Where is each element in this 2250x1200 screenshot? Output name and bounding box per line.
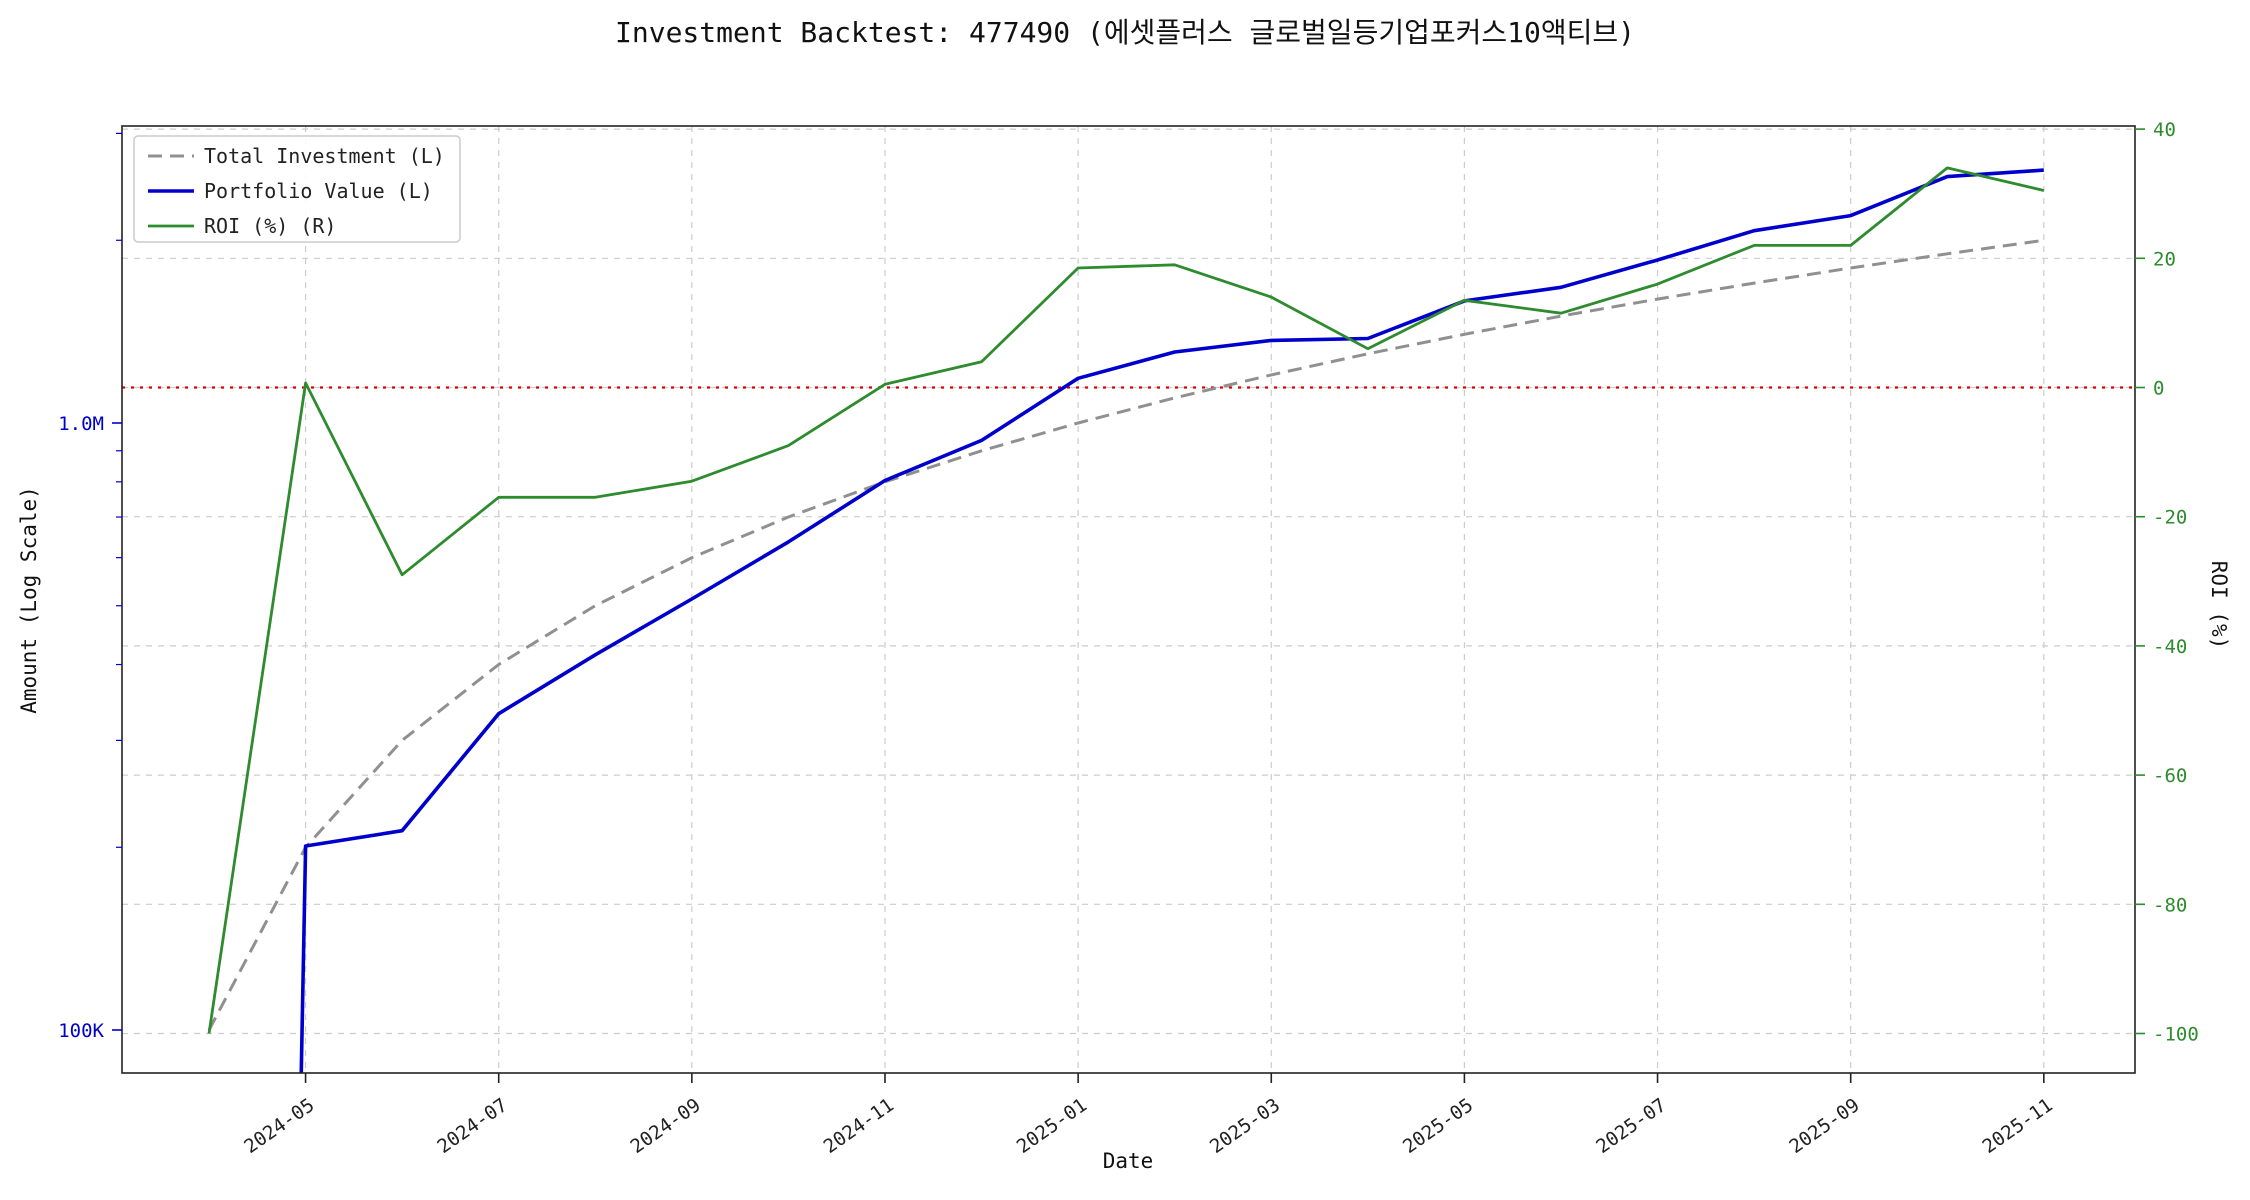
x-tick-label: 2025-05 xyxy=(1399,1094,1477,1158)
x-tick-label: 2025-01 xyxy=(1013,1094,1091,1158)
y-left-axis-label: Amount (Log Scale) xyxy=(17,486,41,714)
grid xyxy=(122,126,2135,1073)
x-axis-ticks: 2024-05 2024-07 2024-09 2024-11 2025-01 2025-… xyxy=(240,1073,2057,1158)
x-tick-label: 2025-03 xyxy=(1206,1094,1284,1158)
legend-label: Portfolio Value (L) xyxy=(204,179,433,203)
y-right-axis-label: ROI (%) xyxy=(2207,561,2231,650)
legend: Total Investment (L) Portfolio Value (L) R… xyxy=(133,135,461,243)
y-left-tick-label: 100K xyxy=(58,1020,104,1042)
total-investment-line xyxy=(207,238,2045,1031)
y-right-tick-label: -80 xyxy=(2153,894,2187,916)
roi-line xyxy=(207,166,2045,1034)
x-tick-label: 2024-09 xyxy=(627,1094,705,1158)
portfolio-value-line xyxy=(299,168,2044,1073)
y-right-tick-label: 40 xyxy=(2153,119,2176,141)
legend-box xyxy=(133,135,461,243)
y-right-tick-label: -40 xyxy=(2153,636,2187,658)
y-left-tick-label: 1.0M xyxy=(58,413,104,435)
chart-title: Investment Backtest: 477490 (에셋플러스 글로벌일등… xyxy=(615,16,1635,49)
y-right-tick-label: -20 xyxy=(2153,507,2187,529)
x-tick-label: 2024-05 xyxy=(240,1094,318,1158)
legend-label: ROI (%) (R) xyxy=(204,214,336,238)
y-right-tick-label: 0 xyxy=(2153,378,2164,400)
y-right-tick-label: 20 xyxy=(2153,248,2176,270)
x-tick-label: 2024-07 xyxy=(433,1094,511,1158)
series-lines xyxy=(207,166,2045,1073)
plot-border xyxy=(121,125,2136,1074)
x-tick-label: 2025-07 xyxy=(1592,1094,1670,1158)
y-right-ticks: 40 20 0 -20 -40 -60 -80 -100 xyxy=(2135,119,2199,1046)
x-tick-label: 2025-11 xyxy=(1978,1094,2056,1158)
x-tick-label: 2025-09 xyxy=(1785,1094,1863,1158)
legend-label: Total Investment (L) xyxy=(204,144,445,168)
x-tick-label: 2024-11 xyxy=(820,1094,898,1158)
y-right-tick-label: -60 xyxy=(2153,765,2187,787)
y-right-tick-label: -100 xyxy=(2153,1024,2199,1046)
y-left-ticks: 1.0M 100K xyxy=(58,132,122,1042)
x-axis-label: Date xyxy=(1103,1149,1154,1173)
